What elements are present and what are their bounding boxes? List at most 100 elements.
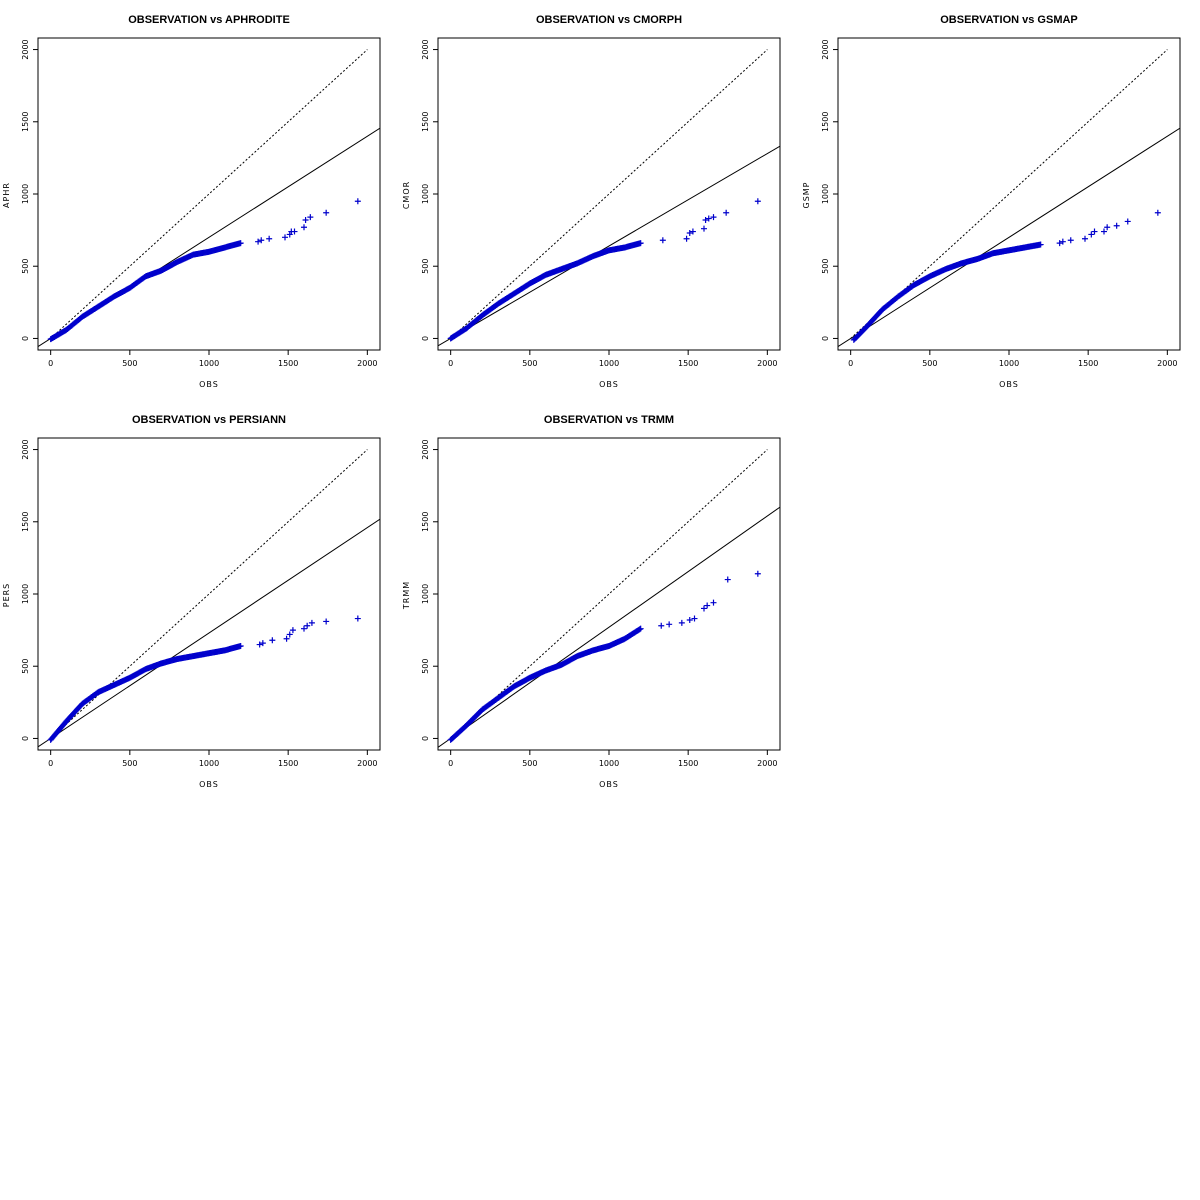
- y-axis-label: GSMP: [802, 181, 811, 208]
- data-point: [754, 570, 761, 577]
- data-point: [256, 641, 263, 648]
- data-point: [710, 214, 717, 221]
- data-point: [1124, 218, 1131, 225]
- plot-area: [438, 49, 780, 347]
- y-tick-label: 0: [821, 336, 830, 341]
- y-tick-label: 500: [21, 659, 30, 674]
- data-point: [283, 635, 290, 642]
- data-point: [286, 631, 293, 638]
- panel-title: OBSERVATION vs GSMAP: [940, 14, 1078, 26]
- panel-title: OBSERVATION vs APHRODITE: [128, 14, 290, 26]
- data-point: [354, 198, 361, 205]
- x-tick-label: 1000: [599, 359, 619, 368]
- y-tick-label: 0: [21, 336, 30, 341]
- x-tick-label: 1000: [199, 759, 219, 768]
- data-point: [710, 599, 717, 606]
- y-axis-label: TRMM: [402, 581, 411, 610]
- x-tick-label: 0: [48, 759, 53, 768]
- fit-line: [438, 506, 780, 748]
- data-point: [301, 224, 307, 231]
- x-tick-label: 500: [522, 359, 537, 368]
- x-tick-label: 1000: [999, 359, 1019, 368]
- x-tick-label: 1500: [278, 759, 298, 768]
- data-point: [237, 240, 244, 247]
- data-point: [689, 228, 696, 235]
- data-point: [255, 238, 262, 245]
- x-axis-label: OBS: [999, 380, 1019, 389]
- panel-persiann: OBSERVATION vs PERSIANN OBS PERS 0 500 100…: [2, 414, 381, 789]
- data-point: [683, 235, 690, 242]
- y-tick-label: 2000: [421, 39, 430, 59]
- data-point: [282, 234, 288, 241]
- data-point: [1056, 240, 1063, 247]
- plot-area: [38, 449, 380, 748]
- reference-line: [50, 449, 368, 739]
- data-point: [269, 637, 276, 644]
- x-tick-label: 2000: [1157, 359, 1177, 368]
- x-tick-label: 0: [448, 759, 453, 768]
- x-tick-label: 0: [448, 359, 453, 368]
- data-point: [637, 625, 644, 632]
- panel-gsmap: OBSERVATION vs GSMAP OBS GSMP 0 500 1000 15…: [802, 14, 1181, 389]
- data-point: [691, 615, 698, 622]
- x-tick-label: 1000: [599, 759, 619, 768]
- data-point: [323, 209, 330, 216]
- x-tick-label: 1500: [678, 759, 698, 768]
- y-tick-label: 1000: [21, 584, 30, 604]
- x-tick-label: 500: [522, 759, 537, 768]
- data-point: [1059, 238, 1066, 245]
- x-axis-label: OBS: [599, 380, 619, 389]
- y-tick-label: 1500: [421, 512, 430, 532]
- data-point: [724, 576, 731, 583]
- data-point: [1067, 237, 1074, 244]
- panel-aphrodite: OBSERVATION vs APHRODITE OBS APHR 0 500 10…: [2, 14, 381, 389]
- data-point: [291, 228, 298, 235]
- data-point: [259, 640, 266, 647]
- y-tick-label: 2000: [21, 39, 30, 59]
- reference-line: [450, 49, 768, 339]
- x-tick-label: 2000: [357, 359, 377, 368]
- data-point: [1082, 235, 1088, 242]
- x-tick-label: 1000: [199, 359, 219, 368]
- panel-trmm: OBSERVATION vs TRMM OBS TRMM 0 500 1000 150…: [402, 414, 781, 789]
- data-point: [686, 617, 693, 623]
- fit-line: [38, 518, 380, 748]
- x-tick-label: 2000: [757, 759, 777, 768]
- data-point: [258, 237, 265, 244]
- x-tick-label: 0: [48, 359, 53, 368]
- plot-area: [38, 49, 380, 347]
- x-tick-label: 500: [122, 759, 137, 768]
- data-point: [659, 237, 666, 244]
- x-tick-label: 2000: [757, 359, 777, 368]
- data-point: [301, 625, 307, 632]
- data-point: [302, 217, 309, 223]
- panel-title: OBSERVATION vs CMORPH: [536, 14, 682, 26]
- data-point: [701, 225, 707, 232]
- data-point: [637, 240, 644, 247]
- y-tick-label: 1500: [21, 512, 30, 532]
- data-point: [666, 621, 673, 628]
- y-tick-label: 2000: [21, 439, 30, 459]
- y-tick-label: 1000: [421, 584, 430, 604]
- data-point: [289, 627, 296, 634]
- data-point: [754, 198, 761, 205]
- panel-title: OBSERVATION vs PERSIANN: [132, 414, 286, 426]
- plot-area: [438, 449, 780, 748]
- y-tick-label: 0: [421, 336, 430, 341]
- y-axis-label: APHR: [2, 182, 11, 208]
- x-tick-label: 2000: [357, 759, 377, 768]
- y-axis-label: PERS: [2, 583, 11, 608]
- data-point: [705, 215, 712, 222]
- data-point: [1101, 228, 1107, 235]
- x-axis-label: OBS: [599, 780, 619, 789]
- y-tick-label: 0: [21, 736, 30, 741]
- y-tick-label: 1500: [821, 112, 830, 132]
- y-tick-label: 1000: [821, 184, 830, 204]
- data-point: [1091, 228, 1098, 235]
- y-tick-label: 500: [421, 659, 430, 674]
- data-point: [1154, 209, 1161, 216]
- data-point: [307, 214, 314, 221]
- reference-line: [50, 49, 368, 339]
- data-point: [1088, 231, 1095, 238]
